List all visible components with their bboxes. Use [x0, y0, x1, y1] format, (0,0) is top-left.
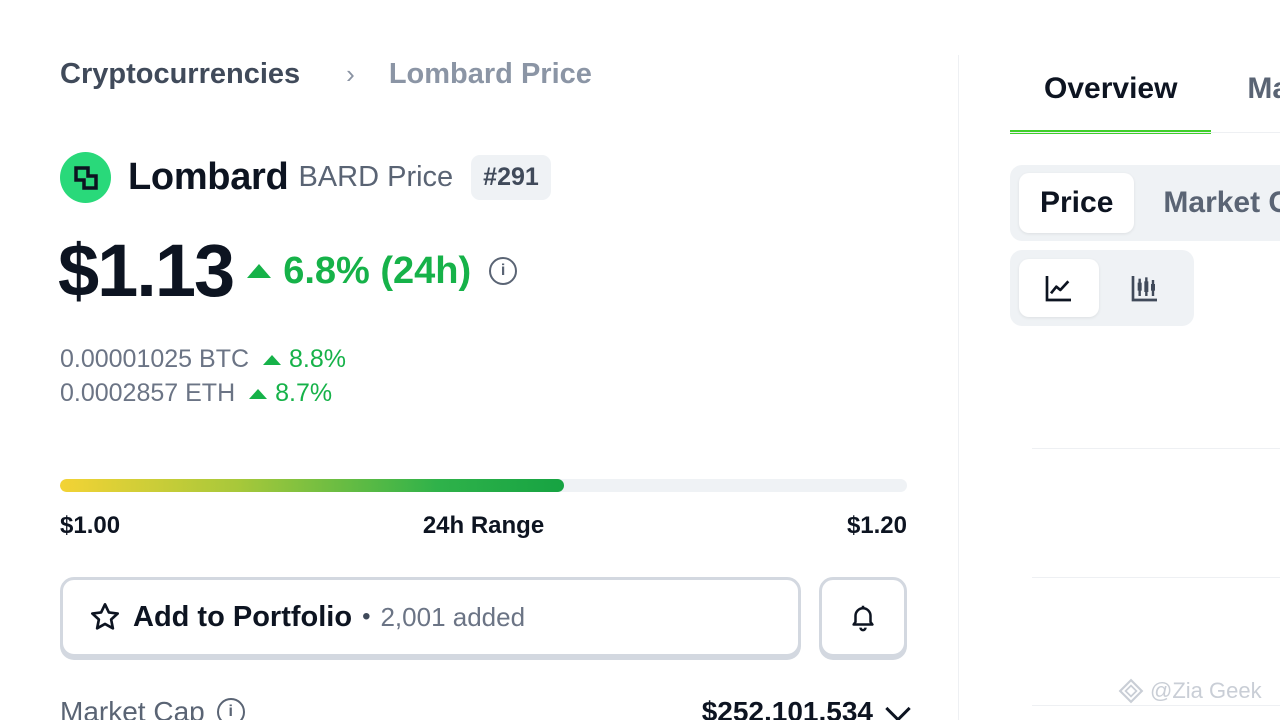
- lombard-logo-icon: [60, 152, 111, 203]
- star-icon: [91, 603, 119, 630]
- info-icon[interactable]: i: [489, 257, 518, 285]
- separator-dot: •: [362, 603, 371, 630]
- triangle-up-icon: [247, 264, 272, 278]
- chart-style-toggle: [1010, 250, 1194, 326]
- candlestick-button[interactable]: [1105, 259, 1185, 317]
- btc-price-row: 0.00001025 BTC 8.8%: [60, 345, 346, 374]
- chevron-down-icon[interactable]: [885, 696, 911, 720]
- current-price: $1.13: [58, 229, 235, 312]
- tab-market-cap[interactable]: Market C: [1163, 186, 1280, 219]
- watermark: @Zia Geek: [1118, 678, 1262, 704]
- triangle-up-icon: [249, 388, 268, 399]
- watermark-text: @Zia Geek: [1150, 678, 1262, 703]
- info-icon[interactable]: i: [216, 698, 245, 720]
- market-cap-value-wrap: $252,101,534: [701, 696, 911, 720]
- market-cap-label: Market Cap: [60, 696, 205, 720]
- range-label: 24h Range: [422, 512, 545, 539]
- coin-name: Lombard: [128, 156, 289, 198]
- candlestick-icon: [1131, 276, 1157, 302]
- breadcrumb-cryptocurrencies-link[interactable]: Cryptocurrencies: [60, 58, 301, 90]
- range-labels: $1.00 24h Range $1.20: [60, 512, 907, 540]
- chart-gridline: [1032, 705, 1280, 706]
- tabs-underline: [1010, 132, 1280, 133]
- portfolio-label: Add to Portfolio: [133, 600, 353, 633]
- range-low: $1.00: [60, 512, 121, 539]
- diamond-logo-icon: [1118, 678, 1144, 704]
- btc-price-change: 8.8%: [263, 345, 346, 374]
- eth-change-text: 8.7%: [275, 379, 333, 407]
- btc-change-text: 8.8%: [289, 345, 347, 373]
- eth-price-row: 0.0002857 ETH 8.7%: [60, 379, 332, 408]
- tab-price[interactable]: Price: [1019, 173, 1135, 233]
- eth-price: 0.0002857 ETH: [60, 379, 236, 407]
- btc-price: 0.00001025 BTC: [60, 345, 250, 373]
- chart-gridline: [1032, 448, 1280, 449]
- column-divider: [958, 55, 959, 720]
- market-cap-value: $252,101,534: [701, 696, 873, 720]
- chart-gridline: [1032, 577, 1280, 578]
- portfolio-added-count: 2,001 added: [380, 601, 526, 632]
- range-high: $1.20: [846, 512, 907, 539]
- triangle-up-icon: [263, 354, 282, 365]
- tab-markets[interactable]: Ma: [1247, 72, 1280, 105]
- range-bar: [60, 479, 907, 492]
- breadcrumb: Cryptocurrencies › Lombard Price: [60, 58, 592, 91]
- line-chart-button[interactable]: [1019, 259, 1099, 317]
- section-tabs: Overview Ma: [1010, 72, 1280, 134]
- tab-overview[interactable]: Overview: [1010, 72, 1212, 134]
- market-cap-label-wrap: Market Cap i: [60, 696, 245, 720]
- market-cap-row[interactable]: Market Cap i $252,101,534: [60, 696, 911, 720]
- breadcrumb-current: Lombard Price: [388, 58, 592, 90]
- eth-price-change: 8.7%: [249, 379, 332, 408]
- chevron-right-icon: ›: [346, 59, 355, 89]
- coin-symbol: BARD Price: [298, 161, 454, 193]
- chart-type-toggle: Price Market C: [1010, 165, 1280, 241]
- price-change-24h: 6.8% (24h): [247, 250, 471, 293]
- bell-icon: [852, 605, 874, 632]
- price-alert-button[interactable]: [819, 577, 907, 657]
- add-to-portfolio-button[interactable]: Add to Portfolio • 2,001 added: [60, 577, 801, 657]
- price-change-text: 6.8% (24h): [283, 249, 472, 292]
- price-row: $1.13 6.8% (24h) i: [58, 229, 518, 312]
- line-chart-icon: [1045, 276, 1071, 302]
- range-bar-fill: [60, 479, 564, 492]
- rank-badge: #291: [471, 155, 551, 200]
- coin-header: Lombard BARD Price #291: [60, 152, 551, 203]
